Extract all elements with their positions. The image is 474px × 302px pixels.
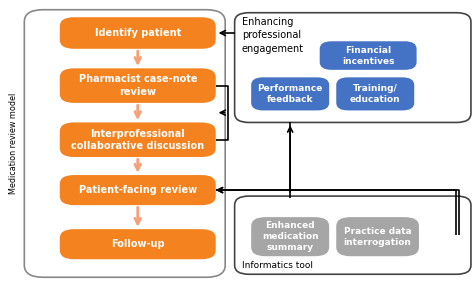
Text: Follow-up: Follow-up [111, 239, 164, 249]
Text: Informatics tool: Informatics tool [242, 261, 313, 270]
Text: Identify patient: Identify patient [95, 28, 181, 38]
FancyBboxPatch shape [60, 122, 216, 157]
FancyBboxPatch shape [336, 77, 414, 111]
Text: Training/
education: Training/ education [350, 84, 401, 104]
FancyBboxPatch shape [336, 217, 419, 256]
FancyBboxPatch shape [319, 41, 417, 70]
Text: Performance
feedback: Performance feedback [257, 84, 323, 104]
Text: Enhanced
medication
summary: Enhanced medication summary [262, 221, 319, 252]
Text: Practice data
interrogation: Practice data interrogation [344, 226, 411, 247]
Text: Pharmacist case-note
review: Pharmacist case-note review [79, 74, 197, 97]
Text: Enhancing
professional
engagement: Enhancing professional engagement [242, 17, 304, 54]
Text: Patient-facing review: Patient-facing review [79, 185, 197, 195]
FancyBboxPatch shape [251, 217, 329, 256]
Text: Interprofessional
collaborative discussion: Interprofessional collaborative discussi… [71, 129, 204, 151]
Text: Medication review model: Medication review model [9, 93, 18, 194]
FancyBboxPatch shape [60, 175, 216, 205]
FancyBboxPatch shape [251, 77, 329, 111]
FancyBboxPatch shape [60, 229, 216, 259]
Text: Financial
incentives: Financial incentives [342, 46, 394, 66]
FancyBboxPatch shape [60, 68, 216, 103]
FancyBboxPatch shape [60, 17, 216, 49]
